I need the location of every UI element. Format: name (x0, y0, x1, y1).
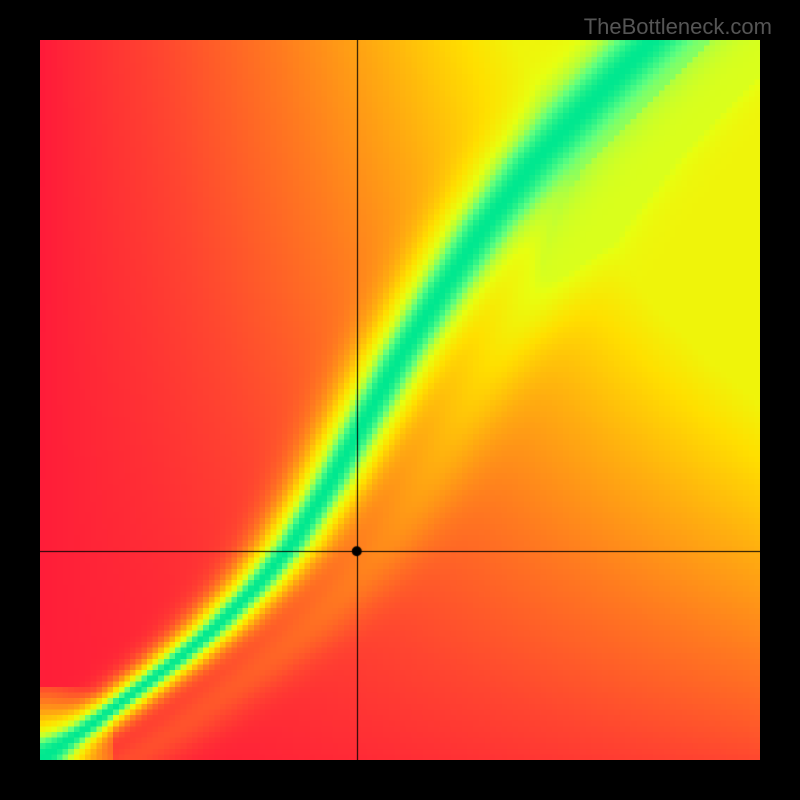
watermark-text: TheBottleneck.com (584, 14, 772, 40)
crosshair-overlay (40, 40, 760, 760)
chart-container: TheBottleneck.com (0, 0, 800, 800)
